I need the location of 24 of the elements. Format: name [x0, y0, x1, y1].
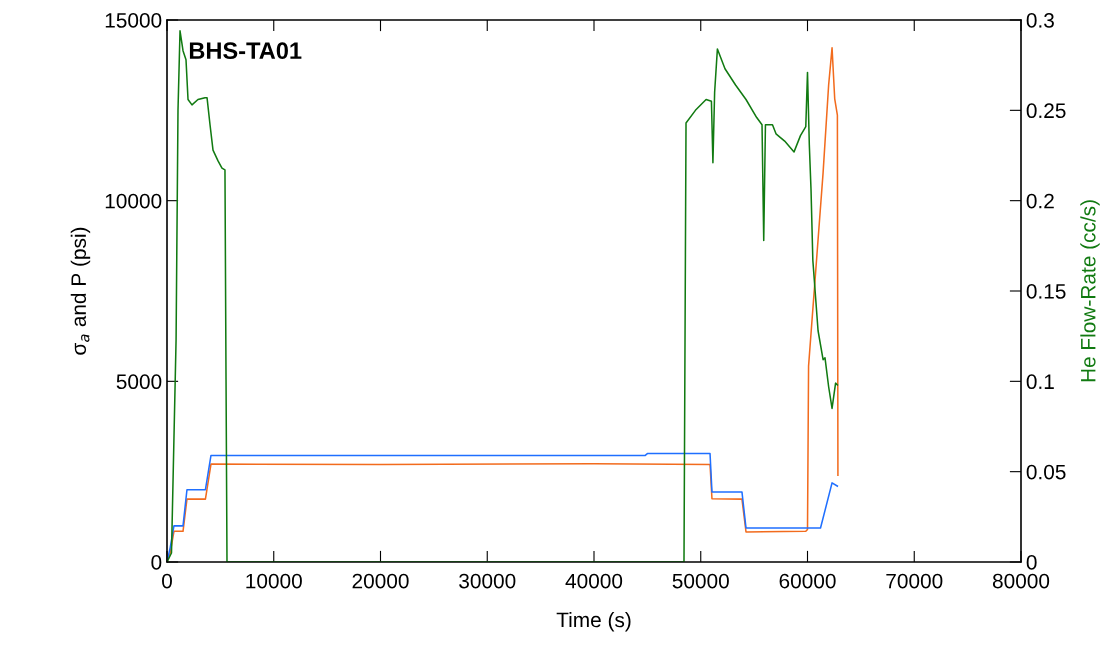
y2-tick-label: 0.1: [1026, 374, 1054, 390]
x-tick-label: 20000: [352, 573, 409, 589]
y-axis-title: σ$_{a}$ and P (psi): [70, 227, 91, 355]
x-tick-label: 60000: [779, 573, 836, 589]
y-tick-label: 5000: [116, 374, 162, 390]
x-tick-label: 50000: [672, 573, 729, 589]
y2-tick-label: 0.3: [1026, 13, 1054, 28]
y2-tick-label: 0.25: [1026, 103, 1066, 119]
y2-tick-label: 0.2: [1026, 193, 1054, 209]
x-tick-label: 70000: [886, 573, 943, 589]
y-tick-label: 0: [151, 555, 162, 570]
y2-tick-label: 0: [1026, 555, 1037, 570]
y2-axis-title: He Flow-Rate (cc/s): [1080, 200, 1100, 382]
y2-tick-label: 0.05: [1026, 464, 1066, 480]
x-tick-label: 30000: [459, 573, 516, 589]
x-axis-title: Time (s): [556, 611, 631, 632]
x-tick-label: 0: [162, 573, 172, 589]
x-tick-label: 10000: [246, 573, 302, 589]
y-tick-label: 15000: [105, 13, 162, 28]
text: BHS-TA01: [189, 42, 302, 60]
x-tick-label: 80000: [992, 573, 1050, 589]
y-tick-label: 10000: [105, 193, 162, 209]
y2-tick-label: 0.15: [1026, 284, 1066, 299]
x-tick-label: 40000: [565, 573, 623, 589]
